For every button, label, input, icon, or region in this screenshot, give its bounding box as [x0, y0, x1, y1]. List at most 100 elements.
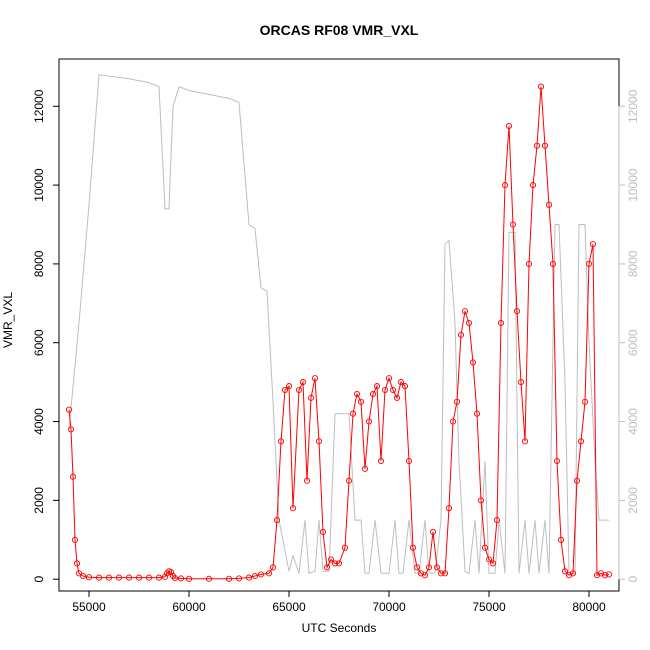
vmr-point: [445, 505, 453, 512]
vmr-point: [327, 556, 335, 563]
vmr-point: [505, 122, 513, 130]
vmr-point: [169, 572, 177, 580]
vmr-point: [573, 477, 581, 484]
vmr-point: [453, 398, 461, 405]
vmr-point: [65, 406, 73, 413]
vmr-point: [369, 390, 377, 398]
vmr-point: [315, 438, 323, 445]
vmr-point: [501, 182, 509, 189]
vmr-point: [67, 426, 75, 433]
vmr-point: [353, 390, 361, 398]
vmr-point: [155, 574, 163, 581]
series-area: 430012800: [65, 74, 613, 582]
vmr-point: [277, 438, 285, 445]
vmr-line: [68, 86, 610, 580]
vmr-point: [517, 379, 525, 386]
y-tick-label: 6000: [32, 329, 46, 356]
vmr-point: [561, 568, 569, 575]
vmr-point: [405, 457, 413, 465]
vmr-point: [365, 418, 373, 425]
vmr-point: [323, 564, 331, 571]
vmr-point: [541, 142, 549, 149]
vmr-point: [477, 497, 485, 504]
vmr-point: [73, 560, 81, 567]
vmr-point: [335, 560, 343, 567]
vmr-point: [273, 517, 281, 524]
vmr-point: [549, 260, 557, 267]
vmr-point: [553, 457, 561, 465]
vmr-point: [251, 572, 259, 580]
vmr-point: [585, 260, 593, 267]
right-tick-label: 8000: [626, 250, 640, 277]
vmr-point: [71, 536, 79, 543]
vmr-point: [225, 575, 233, 582]
vmr-point: [429, 528, 437, 535]
vmr-point: [481, 544, 489, 551]
vmr-point: [393, 394, 401, 401]
vmr-point: [341, 544, 349, 551]
x-tick-label: 80000: [572, 600, 606, 614]
plot-frame: [58, 58, 620, 592]
y-axis-label: VMR_VXL: [1, 292, 15, 348]
vmr-point: [465, 319, 473, 327]
right-tick-label: 4000: [626, 408, 640, 435]
vmr-point: [537, 83, 545, 90]
vmr-point: [285, 383, 293, 390]
right-tick-label: 10000: [626, 168, 640, 202]
vmr-point: [545, 201, 553, 208]
right-tick-label: 6000: [626, 329, 640, 356]
vmr-point: [441, 570, 449, 577]
vmr-point: [409, 544, 417, 551]
right-tick-label: 0: [626, 576, 640, 583]
chart-title: ORCAS RF08 VMR_VXL: [260, 22, 419, 38]
altitude-line: [68, 74, 609, 575]
vmr-point: [497, 319, 505, 327]
vmr-point: [115, 574, 123, 581]
vmr-point: [589, 241, 597, 248]
vmr-point: [473, 410, 481, 417]
vmr-point: [377, 457, 385, 465]
vmr-point: [171, 574, 179, 582]
y-tick-label: 10000: [32, 168, 46, 202]
vmr-point: [295, 386, 303, 394]
vmr-point: [289, 505, 297, 512]
y-tick-label: 12000: [32, 89, 46, 123]
vmr-point: [533, 142, 541, 149]
x-tick-label: 65000: [272, 600, 306, 614]
vmr-point: [389, 386, 397, 394]
vmr-point: [245, 574, 253, 581]
vmr-point: [105, 574, 113, 581]
vmr-point: [601, 572, 609, 579]
vmr-point: [303, 477, 311, 484]
vmr-point: [269, 564, 277, 571]
y-tick-label: 4000: [32, 408, 46, 435]
y-tick-label: 0: [32, 576, 46, 583]
x-tick-label: 55000: [72, 600, 106, 614]
right-tick-label: 12000: [626, 89, 640, 123]
vmr-point: [577, 438, 585, 445]
vmr-point: [513, 308, 521, 315]
vmr-point: [509, 221, 517, 228]
vmr-point: [569, 570, 577, 577]
vmr-point: [319, 528, 327, 535]
vmr-point: [79, 572, 87, 580]
vmr-point: [299, 379, 307, 386]
vmr-point: [265, 570, 273, 577]
vmr-point: [485, 556, 493, 563]
vmr-point: [163, 570, 171, 577]
vmr-point: [493, 517, 501, 524]
vmr-point: [235, 575, 243, 582]
vmr-point: [95, 574, 103, 581]
vmr-point: [457, 331, 465, 338]
vmr-point: [373, 383, 381, 390]
vmr-point: [385, 375, 393, 382]
vmr-point: [357, 398, 365, 405]
vmr-point: [469, 359, 477, 366]
vmr-point: [331, 560, 339, 567]
vmr-point: [311, 375, 319, 382]
vmr-point: [185, 575, 193, 582]
vmr-point: [461, 308, 469, 315]
x-tick-label: 75000: [472, 600, 506, 614]
vmr-point: [177, 575, 185, 582]
vmr-point: [397, 379, 405, 386]
